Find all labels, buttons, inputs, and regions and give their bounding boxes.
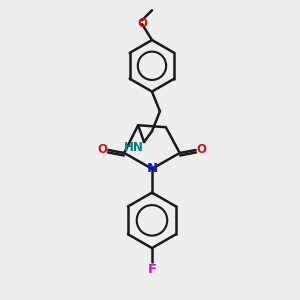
Text: F: F: [147, 263, 157, 276]
Text: O: O: [98, 142, 107, 155]
Text: O: O: [137, 17, 147, 30]
Text: O: O: [196, 142, 206, 155]
Text: HN: HN: [124, 140, 144, 154]
Text: N: N: [146, 162, 158, 175]
